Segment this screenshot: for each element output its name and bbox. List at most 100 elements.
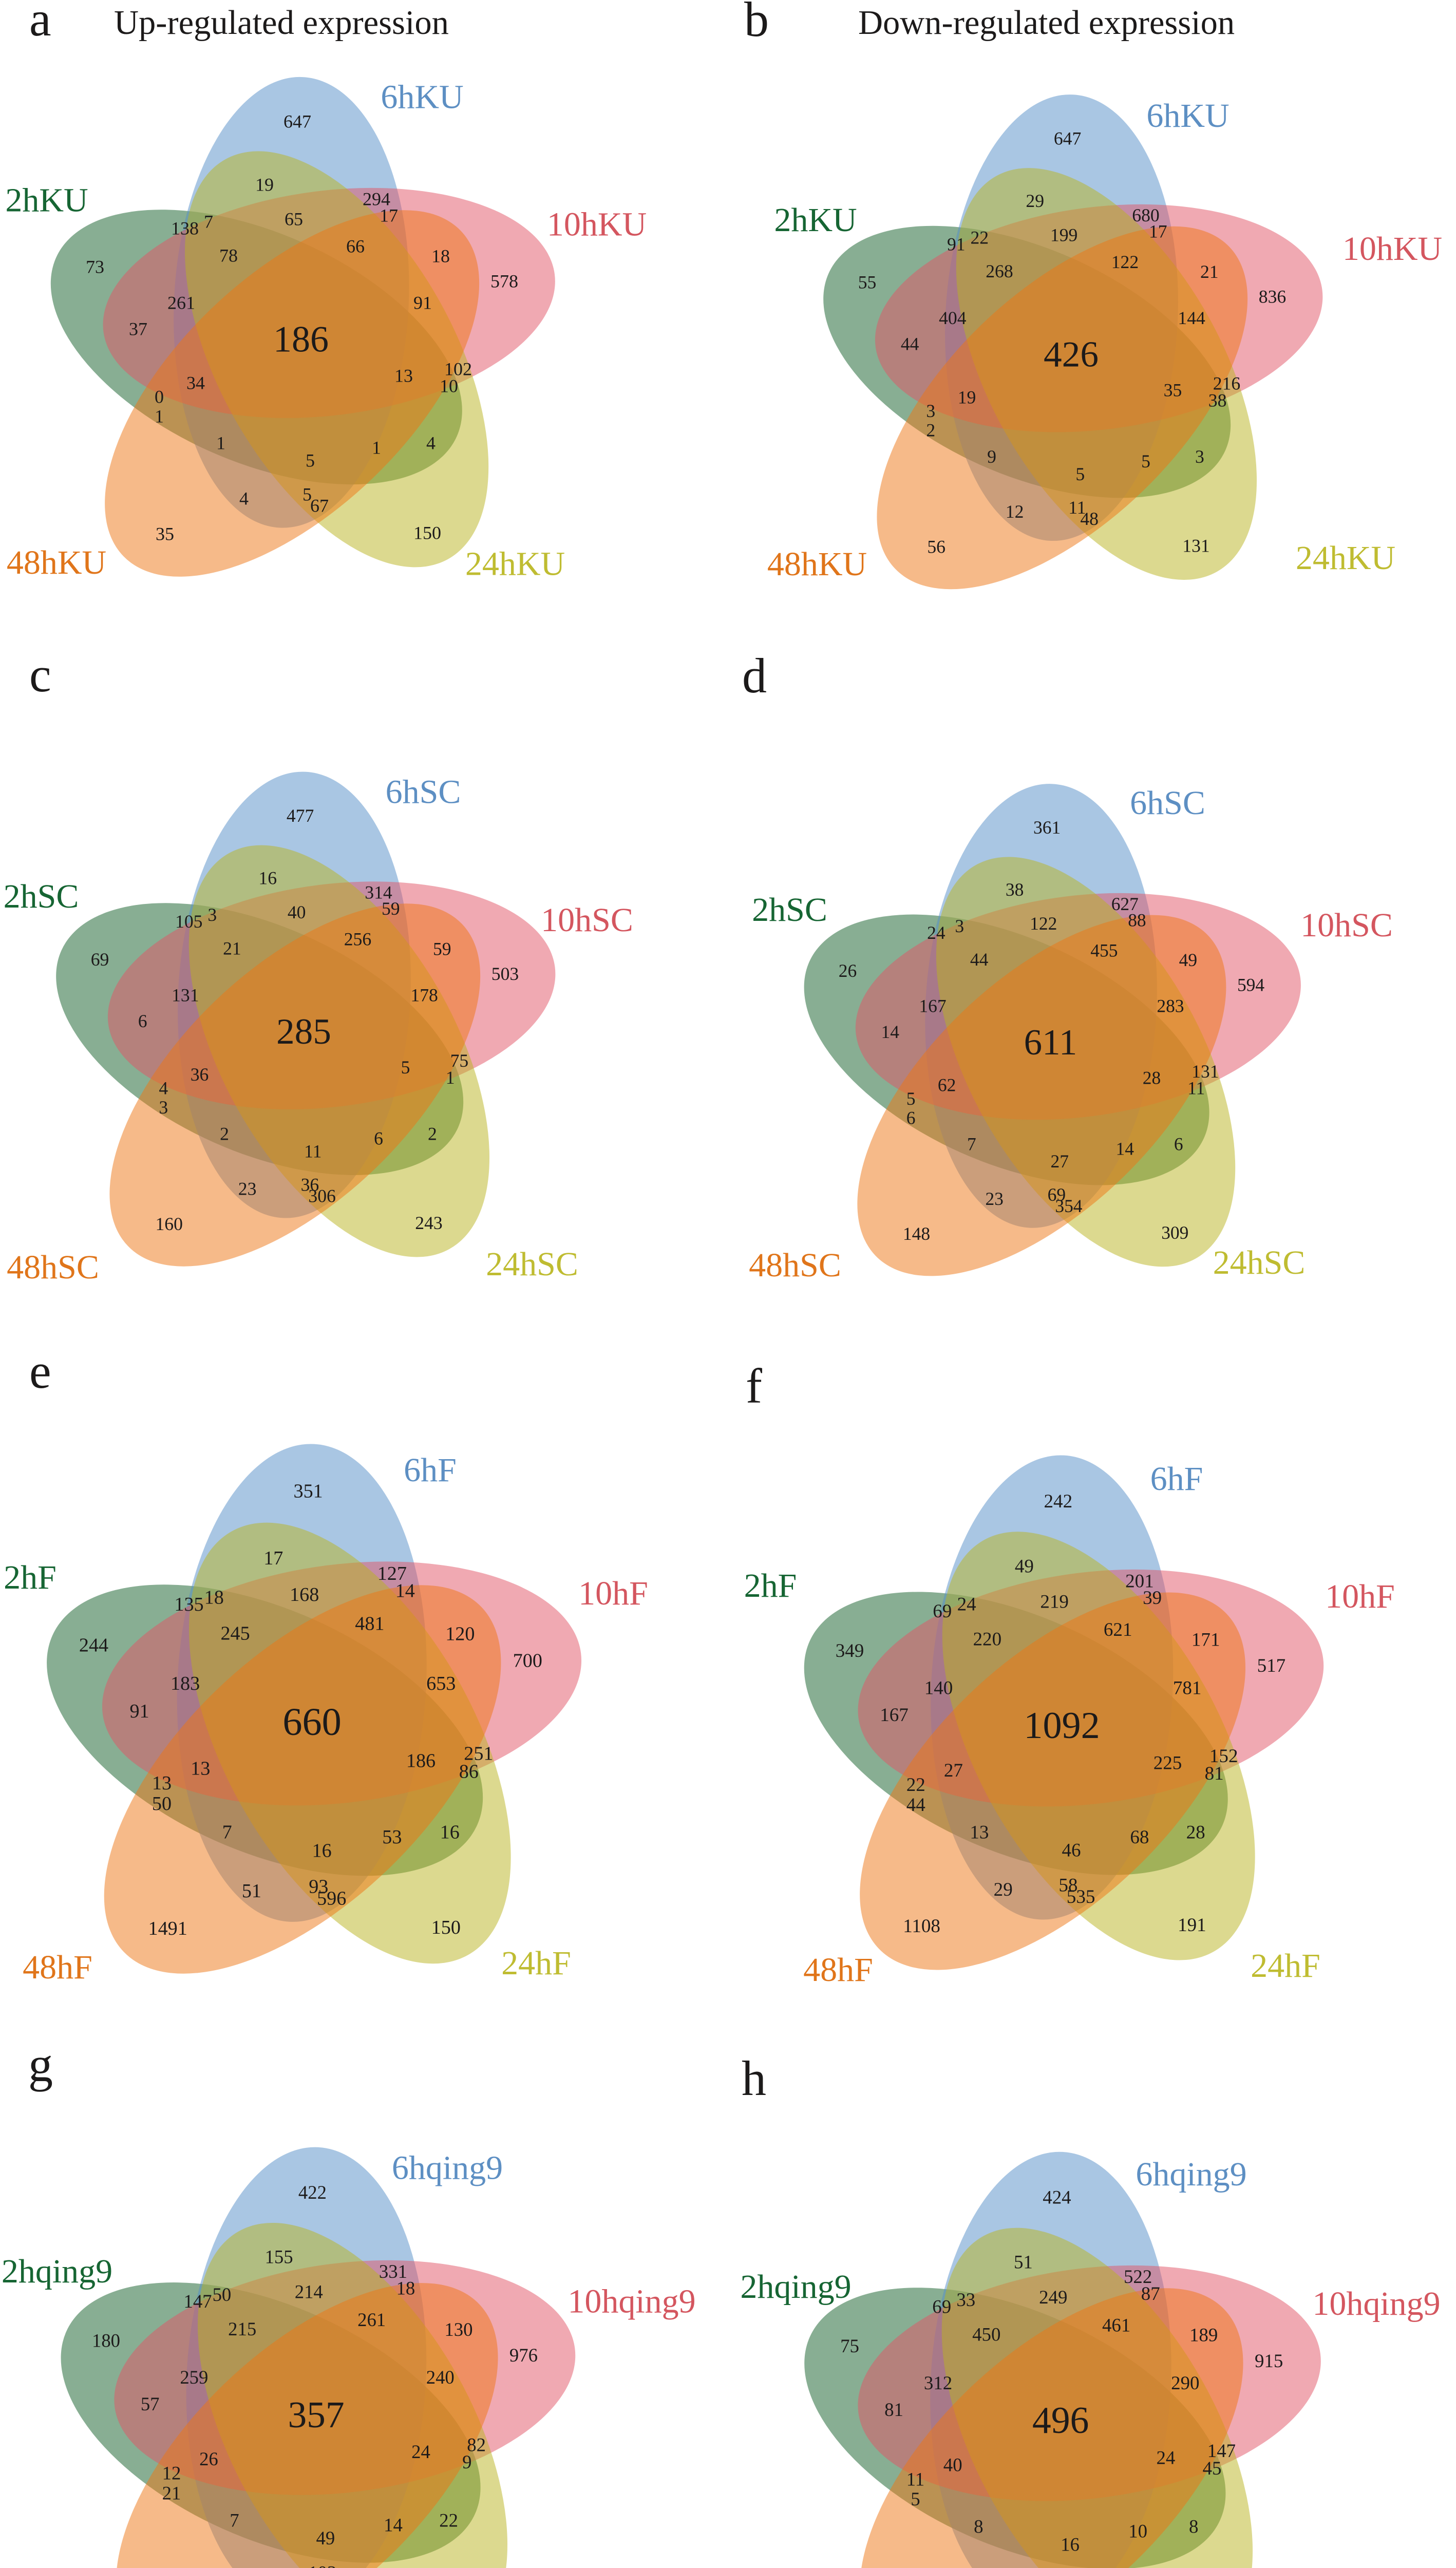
svg-text:50: 50 — [213, 2284, 232, 2305]
svg-text:59: 59 — [382, 898, 400, 919]
svg-text:503: 503 — [491, 964, 519, 984]
svg-text:191: 191 — [1178, 1915, 1206, 1936]
svg-text:627: 627 — [1111, 894, 1139, 914]
svg-text:48hSC: 48hSC — [749, 1247, 841, 1284]
svg-text:18: 18 — [396, 2278, 415, 2299]
svg-text:49: 49 — [316, 2527, 335, 2548]
svg-text:48hKU: 48hKU — [767, 545, 867, 583]
svg-text:647: 647 — [1054, 128, 1081, 148]
svg-text:216: 216 — [1213, 373, 1240, 394]
svg-text:21: 21 — [162, 2482, 181, 2503]
svg-text:24hF: 24hF — [501, 1944, 571, 1982]
svg-text:55: 55 — [858, 272, 877, 293]
svg-text:450: 450 — [972, 2324, 1000, 2345]
svg-text:21: 21 — [1200, 261, 1219, 282]
svg-text:351: 351 — [294, 1481, 323, 1502]
svg-text:14: 14 — [881, 1022, 900, 1042]
svg-text:171: 171 — [1192, 1630, 1220, 1651]
svg-text:6hF: 6hF — [404, 1451, 457, 1489]
svg-text:102: 102 — [444, 358, 472, 379]
svg-text:5: 5 — [906, 1088, 916, 1109]
svg-text:65: 65 — [285, 209, 303, 229]
svg-text:312: 312 — [924, 2372, 952, 2393]
svg-text:1491: 1491 — [148, 1918, 187, 1939]
svg-text:283: 283 — [1157, 996, 1184, 1016]
svg-text:3: 3 — [207, 904, 217, 925]
svg-text:140: 140 — [924, 1677, 953, 1698]
svg-text:10hSC: 10hSC — [1300, 907, 1393, 944]
svg-text:48hSC: 48hSC — [7, 1249, 99, 1286]
svg-text:4: 4 — [239, 488, 249, 508]
svg-text:578: 578 — [490, 271, 518, 291]
svg-text:309: 309 — [1161, 1222, 1188, 1243]
svg-text:24: 24 — [1156, 2447, 1175, 2468]
svg-text:21: 21 — [223, 938, 241, 958]
svg-text:13: 13 — [394, 365, 413, 386]
svg-text:48hF: 48hF — [23, 1949, 92, 1986]
svg-text:10hF: 10hF — [578, 1575, 648, 1612]
svg-text:349: 349 — [836, 1640, 864, 1661]
svg-text:h: h — [742, 2051, 766, 2106]
svg-text:44: 44 — [901, 333, 919, 354]
svg-text:12: 12 — [162, 2463, 181, 2484]
svg-text:189: 189 — [1189, 2325, 1218, 2346]
svg-text:13: 13 — [152, 1772, 172, 1794]
svg-text:17: 17 — [380, 205, 398, 225]
svg-text:259: 259 — [180, 2367, 208, 2388]
svg-text:3: 3 — [955, 916, 964, 936]
svg-text:976: 976 — [509, 2345, 538, 2366]
svg-text:10: 10 — [1128, 2521, 1147, 2542]
svg-text:4: 4 — [426, 432, 436, 453]
svg-text:7: 7 — [967, 1134, 976, 1155]
svg-text:23: 23 — [238, 1179, 257, 1199]
svg-text:37: 37 — [129, 318, 147, 339]
svg-text:18: 18 — [431, 246, 450, 266]
svg-text:6hqing9: 6hqing9 — [1136, 2156, 1246, 2193]
svg-text:49: 49 — [1179, 950, 1197, 970]
svg-text:29: 29 — [994, 1879, 1013, 1900]
svg-text:66: 66 — [346, 236, 365, 256]
svg-text:62: 62 — [938, 1074, 956, 1095]
svg-text:594: 594 — [1237, 974, 1264, 995]
svg-text:75: 75 — [450, 1050, 469, 1071]
svg-text:621: 621 — [1104, 1619, 1132, 1640]
svg-text:40: 40 — [288, 902, 306, 922]
svg-text:2hF: 2hF — [4, 1559, 56, 1596]
svg-text:24hKU: 24hKU — [1296, 539, 1395, 577]
svg-text:58: 58 — [1058, 1875, 1077, 1896]
svg-text:75: 75 — [840, 2335, 859, 2356]
svg-text:0: 0 — [155, 386, 164, 407]
svg-text:361: 361 — [1033, 817, 1061, 838]
svg-text:120: 120 — [445, 1623, 475, 1645]
svg-text:f: f — [746, 1358, 762, 1413]
svg-text:2: 2 — [220, 1124, 229, 1144]
svg-text:150: 150 — [413, 522, 441, 543]
svg-text:481: 481 — [355, 1613, 384, 1634]
svg-text:24hF: 24hF — [1251, 1947, 1320, 1985]
svg-text:28: 28 — [1143, 1068, 1161, 1088]
svg-text:26: 26 — [839, 960, 857, 981]
svg-text:46: 46 — [1062, 1840, 1081, 1861]
svg-text:201: 201 — [1125, 1571, 1154, 1592]
svg-text:148: 148 — [903, 1223, 930, 1244]
svg-text:91: 91 — [947, 234, 966, 254]
svg-text:4: 4 — [159, 1078, 168, 1099]
svg-text:69: 69 — [91, 949, 109, 970]
svg-text:d: d — [742, 648, 767, 703]
svg-text:40: 40 — [943, 2454, 962, 2476]
svg-text:680: 680 — [1132, 205, 1159, 225]
svg-text:6hF: 6hF — [1150, 1460, 1203, 1498]
svg-text:17: 17 — [1149, 221, 1167, 242]
svg-text:256: 256 — [344, 929, 371, 949]
svg-text:44: 44 — [970, 949, 989, 970]
svg-text:29: 29 — [1026, 191, 1044, 211]
svg-text:93: 93 — [309, 1876, 328, 1897]
svg-text:455: 455 — [1090, 940, 1118, 960]
svg-text:653: 653 — [426, 1673, 456, 1694]
svg-text:314: 314 — [365, 882, 392, 902]
svg-text:36: 36 — [191, 1064, 209, 1085]
svg-text:44: 44 — [906, 1795, 925, 1816]
svg-text:1108: 1108 — [903, 1916, 940, 1937]
svg-text:131: 131 — [1192, 1061, 1219, 1082]
svg-text:8: 8 — [1189, 2516, 1198, 2537]
